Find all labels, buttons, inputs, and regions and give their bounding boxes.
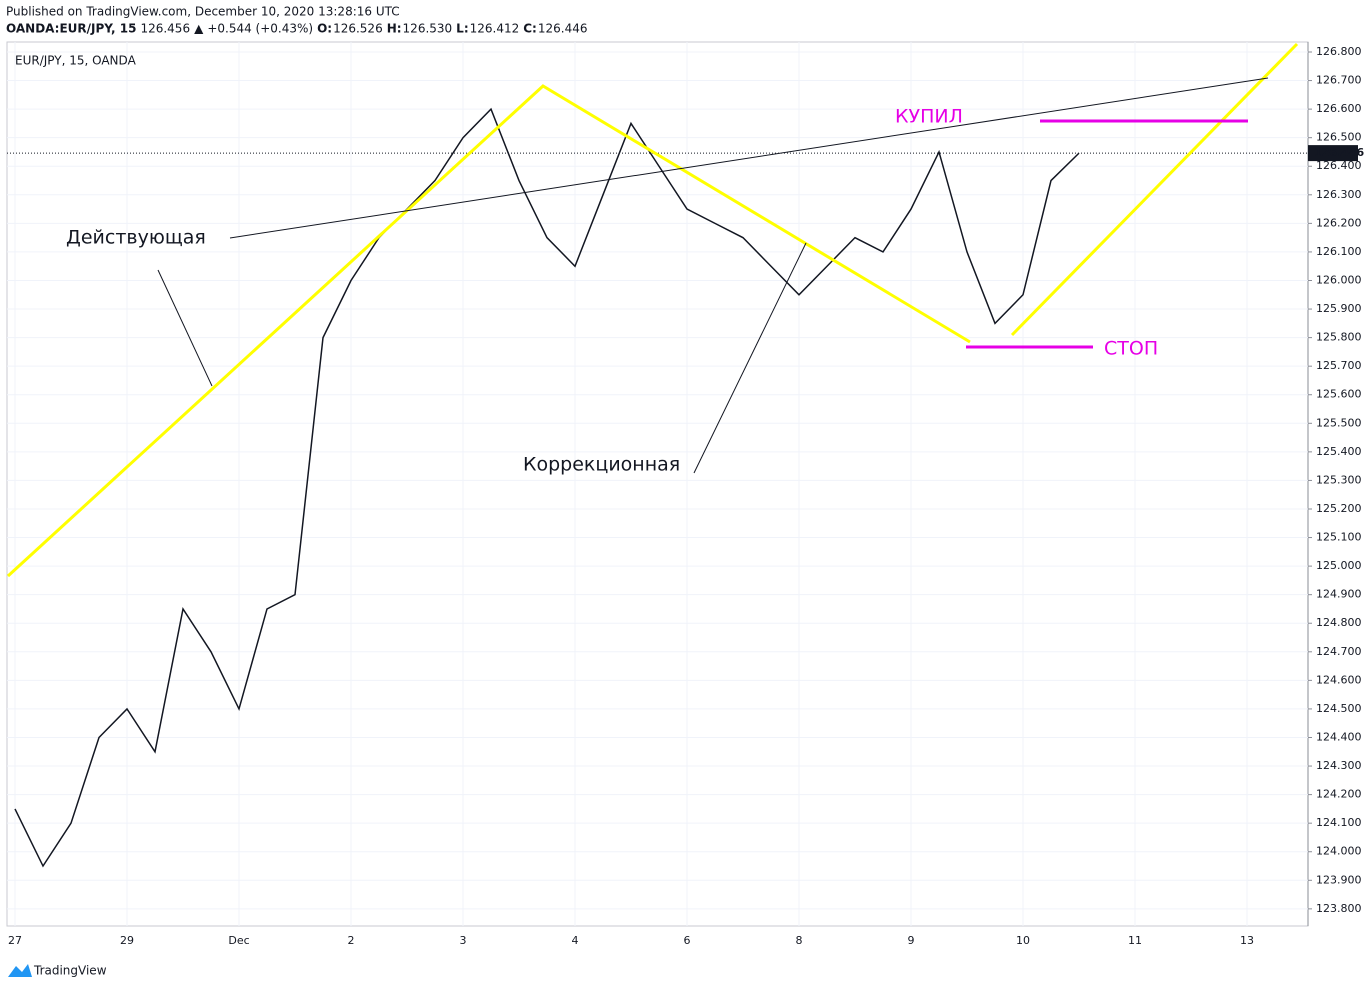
y-tick-label: 126.200 — [1316, 216, 1362, 229]
footer: TradingView — [33, 964, 107, 978]
x-tick-label: 11 — [1128, 934, 1142, 947]
logo-icon — [8, 964, 32, 977]
trend-line — [229, 77, 1269, 239]
y-tick-label: 125.100 — [1316, 531, 1362, 544]
y-tick-label: 125.700 — [1316, 359, 1362, 372]
y-tick-label: 126.300 — [1316, 188, 1362, 201]
quote-row: OANDA:EUR/JPY, 15 126.456 ▲ +0.544 (+0.43%)… — [6, 22, 587, 36]
x-tick-label: Dec — [228, 934, 249, 947]
plot-frame — [6, 41, 1309, 927]
annotation: Коррекционная — [523, 454, 680, 476]
y-tick-label: 125.500 — [1316, 416, 1362, 429]
quote-field: 126.526 — [333, 22, 383, 36]
y-tick-label: 126.700 — [1316, 74, 1362, 87]
y-tick-label: 124.000 — [1316, 845, 1362, 858]
logo: TradingView — [8, 964, 107, 978]
trend-drawing — [6, 84, 971, 578]
y-tick-label: 124.500 — [1316, 702, 1362, 715]
y-tick-label: 126.100 — [1316, 245, 1362, 258]
series: 126.446 — [7, 107, 1364, 868]
annotation: СТОП — [1104, 338, 1158, 360]
y-tick-label: 125.200 — [1316, 502, 1362, 515]
y-tick-label: 126.000 — [1316, 273, 1362, 286]
quote-field: 126.456 — [140, 22, 190, 36]
y-tick-label: 126.400 — [1316, 159, 1362, 172]
published-note: Published on TradingView.com, December 1… — [6, 5, 400, 19]
y-tick-label: 126.500 — [1316, 131, 1362, 144]
y-tick-label: 124.400 — [1316, 730, 1362, 743]
y-tick-label: 125.000 — [1316, 559, 1362, 572]
x-tick-label: 3 — [460, 934, 467, 947]
x-tick-label: 4 — [572, 934, 579, 947]
y-tick-label: 126.800 — [1316, 45, 1362, 58]
quote-field: OANDA:EUR/JPY, 15 — [6, 22, 136, 36]
grid: 123.800 123.900 124.000 124.100 124.200 124.3… — [7, 42, 1362, 947]
y-tick-label: 123.800 — [1316, 902, 1362, 915]
y-tick-label: 124.800 — [1316, 616, 1362, 629]
x-tick-label: 10 — [1016, 934, 1030, 947]
x-tick-label: 13 — [1240, 934, 1254, 947]
trend-drawing — [1010, 42, 1299, 337]
x-tick-label: 2 — [348, 934, 355, 947]
quote-field: O: — [317, 22, 332, 36]
x-tick-label: 8 — [796, 934, 803, 947]
x-tick-label: 29 — [120, 934, 134, 947]
price-line — [14, 107, 1080, 868]
x-tick-label: 6 — [684, 934, 691, 947]
quote-field: 126.412 — [470, 22, 520, 36]
quote-field: 126.446 — [538, 22, 588, 36]
legend-entry: EUR/JPY, 15, OANDA — [15, 54, 137, 68]
annotation: Действующая — [66, 227, 206, 249]
y-tick-label: 126.600 — [1316, 102, 1362, 115]
quote-field: C: — [523, 22, 537, 36]
y-tick-label: 124.100 — [1316, 816, 1362, 829]
y-tick-label: 124.900 — [1316, 588, 1362, 601]
y-tick-label: 125.300 — [1316, 473, 1362, 486]
last-price-tag — [1308, 145, 1358, 162]
y-tick-label: 125.900 — [1316, 302, 1362, 315]
y-tick-label: 123.900 — [1316, 873, 1362, 886]
y-tick-label: 124.200 — [1316, 788, 1362, 801]
quote-field: +0.544 (+0.43%) — [207, 22, 313, 36]
quote-field: L: — [456, 22, 468, 36]
y-tick-label: 125.400 — [1316, 445, 1362, 458]
y-tick-label: 124.300 — [1316, 759, 1362, 772]
y-tick-label: 125.800 — [1316, 331, 1362, 344]
y-tick-label: 124.700 — [1316, 645, 1362, 658]
x-tick-label: 27 — [8, 934, 22, 947]
last-price-label: 126.446 — [1314, 146, 1364, 159]
quote-field: 126.530 — [403, 22, 453, 36]
y-tick-label: 124.600 — [1316, 673, 1362, 686]
pointer — [693, 242, 807, 474]
y-tick-label: 125.600 — [1316, 388, 1362, 401]
quote-field: H: — [387, 22, 402, 36]
x-tick-label: 9 — [908, 934, 915, 947]
annotation: КУПИЛ — [895, 106, 963, 128]
quote-field: ▲ — [194, 22, 204, 36]
pointer — [157, 269, 213, 387]
